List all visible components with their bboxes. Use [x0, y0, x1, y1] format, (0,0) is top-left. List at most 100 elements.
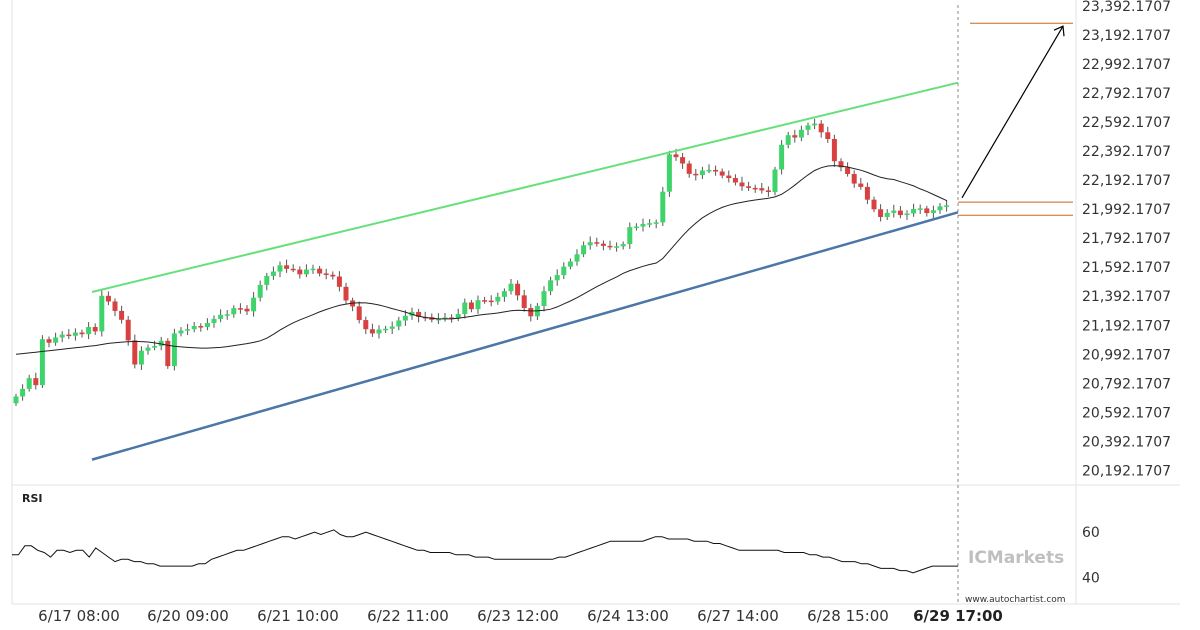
candle-up	[706, 169, 712, 172]
candle-down	[112, 301, 118, 311]
candle-down	[119, 310, 125, 320]
candle-up	[138, 350, 144, 365]
sma-line	[15, 165, 947, 355]
price-tick-label: 22,392.1707	[1082, 144, 1171, 160]
candle-down	[237, 308, 243, 310]
candle-up	[264, 275, 270, 285]
candle-up	[581, 245, 587, 255]
candle-down	[468, 302, 474, 310]
price-tick-label: 22,592.1707	[1082, 115, 1171, 131]
price-tick-label: 21,992.1707	[1082, 202, 1171, 218]
candle-up	[475, 300, 481, 310]
candle-up	[152, 346, 158, 348]
rsi-title: RSI	[22, 492, 43, 505]
candle-down	[317, 268, 323, 274]
candle-down	[607, 245, 613, 248]
candle-down	[515, 283, 521, 296]
candle-up	[442, 317, 448, 319]
candle-up	[891, 210, 897, 213]
candle-down	[528, 308, 534, 317]
candle-up	[171, 333, 177, 367]
candle-down	[416, 311, 422, 317]
candle-up	[178, 330, 184, 334]
forecast-arrow	[961, 25, 1064, 199]
price-tick-label: 20,392.1707	[1082, 434, 1171, 450]
candle-down	[594, 242, 600, 244]
candle-up	[660, 191, 666, 223]
candle-up	[277, 265, 283, 272]
time-tick-label: 6/22 11:00	[367, 607, 449, 625]
candle-up	[627, 227, 633, 245]
candle-up	[455, 313, 461, 319]
price-tick-label: 20,992.1707	[1082, 347, 1171, 363]
time-tick-label: 6/23 12:00	[477, 607, 559, 625]
rsi-tick-label: 40	[1082, 570, 1100, 586]
candle-up	[145, 347, 151, 351]
candle-down	[752, 187, 758, 190]
candle-down	[713, 169, 719, 172]
upper-channel-line	[91, 81, 959, 293]
candle-up	[99, 295, 105, 332]
time-tick-label: 6/21 10:00	[257, 607, 339, 625]
candle-up	[251, 297, 257, 312]
price-tick-label: 21,392.1707	[1082, 289, 1171, 305]
candle-down	[858, 183, 864, 187]
candle-down	[693, 173, 699, 176]
candle-up	[310, 268, 316, 271]
grid	[11, 0, 1180, 605]
price-tick-label: 23,192.1707	[1082, 28, 1171, 44]
candle-down	[284, 265, 290, 269]
rsi-tick-label: 60	[1082, 525, 1100, 541]
rsi-line	[12, 529, 958, 574]
candle-up	[541, 291, 547, 306]
price-tick-label: 22,792.1707	[1082, 86, 1171, 102]
price-tick-label: 20,192.1707	[1082, 463, 1171, 479]
price-tick-label: 20,592.1707	[1082, 405, 1171, 421]
candle-up	[72, 332, 78, 336]
candle-down	[356, 306, 362, 321]
candle-up	[805, 125, 811, 130]
candle-down	[79, 332, 85, 335]
candle-up	[904, 213, 910, 216]
candle-down	[838, 161, 844, 168]
price-tick-label: 21,592.1707	[1082, 260, 1171, 276]
candle-up	[59, 334, 65, 338]
candle-down	[125, 319, 131, 341]
candle-down	[363, 320, 369, 330]
candle-down	[600, 243, 606, 246]
candle-down	[290, 268, 296, 271]
candle-down	[726, 175, 732, 179]
candle-up	[640, 223, 646, 227]
candle-up	[303, 269, 309, 275]
candle-down	[105, 295, 111, 302]
candle-down	[198, 326, 204, 328]
candle-down	[831, 138, 837, 162]
candle-up	[917, 208, 923, 210]
candle-up	[633, 226, 639, 229]
candle-up	[495, 296, 501, 302]
candle-down	[323, 273, 329, 275]
candle-down	[33, 378, 39, 386]
candle-up	[666, 154, 672, 192]
time-tick-label: 6/29 17:00	[913, 607, 1003, 625]
watermark: ICMarkets	[968, 548, 1064, 568]
candle-up	[20, 388, 26, 397]
price-tick-label: 21,792.1707	[1082, 231, 1171, 247]
candle-down	[343, 286, 349, 301]
candle-up	[501, 291, 507, 297]
time-tick-label: 6/20 09:00	[147, 607, 229, 625]
candle-down	[46, 339, 52, 343]
candle-up	[86, 327, 92, 335]
candle-down	[297, 269, 303, 275]
candle-up	[231, 308, 237, 315]
time-tick-label: 6/24 13:00	[587, 607, 669, 625]
price-tick-label: 22,992.1707	[1082, 57, 1171, 73]
candle-down	[369, 329, 375, 334]
rsi-axis: 60 40	[1082, 525, 1100, 586]
candle-up	[779, 144, 785, 170]
candle-down	[818, 123, 824, 133]
candle-up	[937, 206, 943, 211]
candle-down	[521, 295, 527, 309]
time-tick-label: 6/17 08:00	[38, 607, 120, 625]
candle-up	[26, 378, 32, 389]
